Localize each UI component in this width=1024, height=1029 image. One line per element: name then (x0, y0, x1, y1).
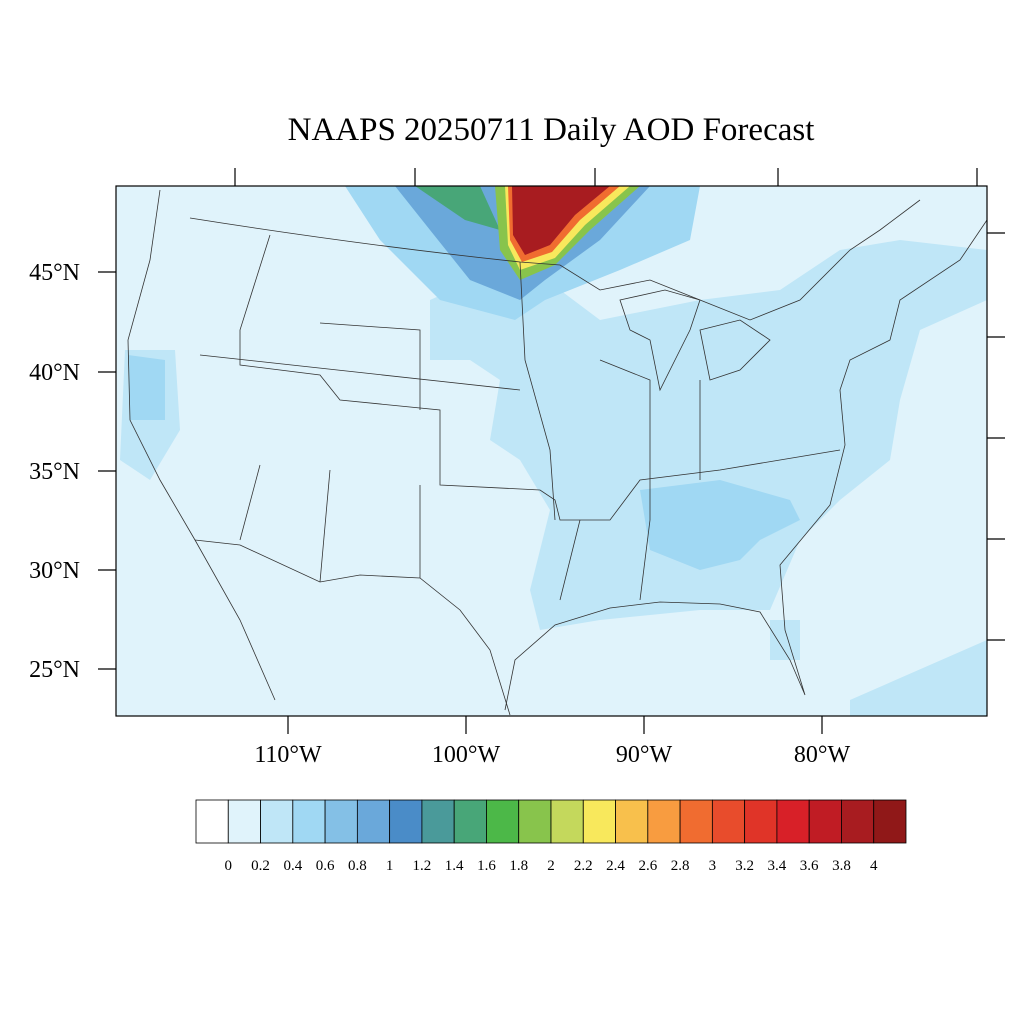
great-lakes (699, 319, 771, 381)
aod-field (430, 240, 987, 630)
colorbar-label: 0.8 (348, 858, 367, 874)
colorbar-label: 1.2 (413, 858, 432, 874)
lat-label: 45°N (29, 260, 80, 286)
colorbar-swatch (421, 799, 455, 844)
colorbar-swatch (227, 799, 261, 844)
colorbar-swatch (518, 799, 552, 844)
coastline (504, 219, 987, 711)
colorbar-label: 3.4 (768, 858, 787, 874)
colorbar-swatch (808, 799, 842, 844)
state-lines (199, 261, 701, 601)
colorbar-swatch (873, 799, 907, 844)
colorbar-swatch (615, 799, 649, 844)
colorbar-label: 3.2 (735, 858, 754, 874)
colorbar-swatch (582, 799, 616, 844)
aod-field (512, 186, 610, 255)
colorbar-swatch (324, 799, 358, 844)
colorbar-label: 4 (870, 858, 878, 874)
colorbar-label: 0.2 (251, 858, 270, 874)
colorbar-label: 2.6 (638, 858, 657, 874)
colorbar-swatch (486, 799, 520, 844)
state-lines (239, 234, 841, 521)
colorbar-label: 2.2 (574, 858, 593, 874)
colorbar-label: 1 (386, 858, 394, 874)
colorbar-swatch (292, 799, 326, 844)
lon-label: 80°W (794, 742, 851, 768)
title: NAAPS 20250711 Daily AOD Forecast (288, 112, 815, 148)
colorbar-swatch (195, 799, 229, 844)
colorbar-label: 2 (547, 858, 555, 874)
lat-label: 25°N (29, 657, 80, 683)
colorbar-label: 1.6 (477, 858, 496, 874)
colorbar-label: 0.6 (316, 858, 335, 874)
lon-label: 90°W (616, 742, 673, 768)
lat-label: 35°N (29, 459, 80, 485)
colorbar-label: 0 (225, 858, 233, 874)
colorbar-swatch (776, 799, 810, 844)
colorbar-swatch (260, 799, 294, 844)
colorbar-swatch (647, 799, 681, 844)
colorbar-label: 0.4 (283, 858, 302, 874)
axis-ticks (234, 168, 1005, 641)
coastline (127, 189, 276, 701)
colorbar-swatch (679, 799, 713, 844)
colorbar-label: 3.8 (832, 858, 851, 874)
border (194, 539, 511, 716)
colorbar-swatch (841, 799, 875, 844)
colorbar-label: 2.4 (606, 858, 625, 874)
tick-marks (234, 168, 1005, 641)
map-frame (115, 185, 988, 717)
map-area (116, 186, 987, 716)
aod-field (770, 620, 800, 660)
lon-label: 110°W (254, 742, 322, 768)
colorbar-label: 2.8 (671, 858, 690, 874)
aod-field (415, 186, 500, 230)
colorbar-label: 3.6 (800, 858, 819, 874)
colorbar-swatch (711, 799, 746, 844)
colorbar-label: 1.4 (445, 858, 464, 874)
colorbar-swatch (550, 799, 584, 844)
colorbar-swatch (356, 799, 391, 844)
colorbar-swatch (744, 799, 778, 844)
great-lakes (619, 289, 701, 392)
lon-label: 100°W (432, 742, 501, 768)
aod-field (640, 480, 800, 570)
lat-label: 40°N (29, 360, 80, 386)
colorbar-swatch (453, 799, 487, 844)
lat-label: 30°N (29, 558, 80, 584)
colorbar-label: 1.8 (509, 858, 528, 874)
aod-field (128, 355, 165, 420)
aod-field (850, 640, 987, 716)
colorbar-label: 3 (709, 858, 717, 874)
colorbar-swatch (389, 799, 423, 844)
